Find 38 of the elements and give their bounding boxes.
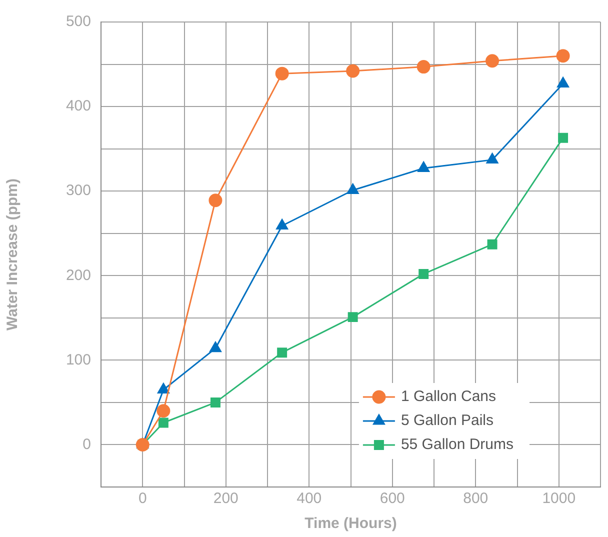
x-tick-label: 200 bbox=[213, 490, 238, 508]
y-tick-label: 400 bbox=[66, 98, 91, 115]
point bbox=[275, 66, 289, 80]
y-tick-label: 200 bbox=[66, 266, 91, 284]
point bbox=[556, 49, 570, 63]
legend-label: 5 Gallon Pails bbox=[400, 412, 494, 430]
point bbox=[487, 239, 498, 250]
legend-label: 1 Gallon Cans bbox=[400, 388, 496, 406]
x-tick-label: 400 bbox=[296, 490, 322, 508]
point bbox=[348, 312, 358, 322]
legend-label: 55 Gallon Drums bbox=[400, 436, 514, 454]
point bbox=[157, 383, 170, 394]
point bbox=[210, 342, 222, 352]
point bbox=[418, 162, 430, 172]
y-tick-label: 300 bbox=[66, 182, 91, 200]
x-axis-title: Time (Hours) bbox=[304, 515, 397, 532]
point bbox=[210, 397, 220, 408]
y-tick-label: 100 bbox=[66, 351, 91, 368]
y-tick-label: 0 bbox=[82, 436, 91, 453]
x-tick-label: 0 bbox=[138, 490, 147, 508]
point bbox=[346, 183, 359, 194]
point bbox=[557, 76, 569, 88]
point bbox=[208, 194, 222, 208]
x-tick-label: 800 bbox=[463, 490, 488, 508]
point bbox=[158, 418, 168, 428]
y-tick-label: 500 bbox=[66, 13, 91, 30]
point bbox=[277, 348, 288, 358]
point bbox=[416, 60, 430, 74]
x-tick-label: 1000 bbox=[542, 490, 576, 508]
x-tick-label: 600 bbox=[380, 490, 405, 508]
point bbox=[156, 404, 170, 418]
point bbox=[346, 64, 360, 78]
point bbox=[486, 153, 498, 164]
point bbox=[418, 268, 429, 279]
y-axis-title: Water Increase (ppm) bbox=[4, 178, 22, 330]
point bbox=[558, 132, 568, 143]
point bbox=[486, 54, 500, 68]
point bbox=[276, 219, 288, 230]
